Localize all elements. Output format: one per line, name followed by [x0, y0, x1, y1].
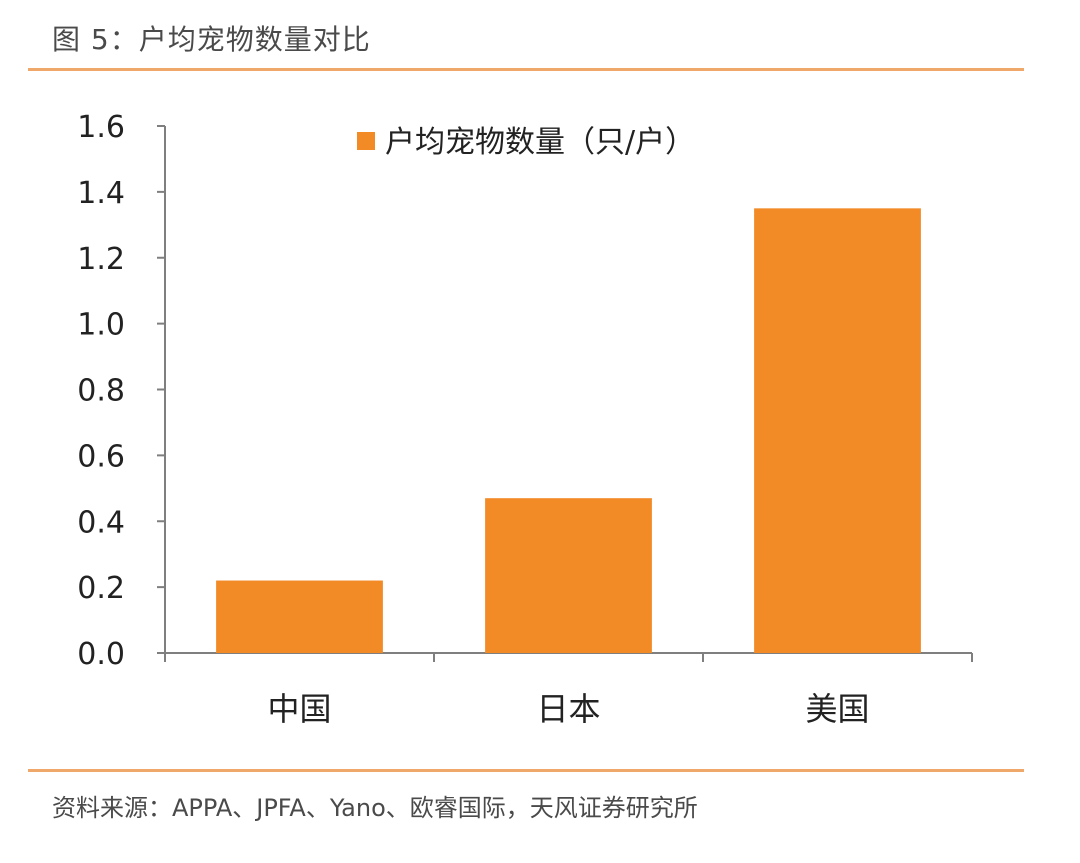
- figure-title: 图 5：户均宠物数量对比: [52, 23, 371, 56]
- legend: 户均宠物数量（只/户）: [357, 125, 695, 160]
- bar-日本: [485, 498, 652, 653]
- bar-美国: [754, 208, 921, 653]
- legend-label: 户均宠物数量（只/户）: [385, 125, 695, 160]
- y-tick-label: 0.8: [77, 374, 125, 409]
- y-tick-label: 0.0: [77, 637, 125, 672]
- y-tick-label: 0.6: [77, 439, 125, 474]
- source-note: 资料来源：APPA、JPFA、Yano、欧睿国际，天风证券研究所: [52, 794, 698, 822]
- x-category-label: 中国: [267, 690, 331, 728]
- y-tick-label: 1.0: [77, 308, 125, 343]
- x-axis: 中国 日本 美国: [164, 652, 973, 728]
- y-axis: 0.0 0.2 0.4 0.6 0.8 1.0 1.2 1.4 1.6: [77, 110, 166, 672]
- bottom-rule: [28, 769, 1024, 772]
- y-tick-label: 0.4: [77, 505, 125, 540]
- legend-swatch: [357, 132, 375, 150]
- y-tick-label: 1.6: [77, 110, 125, 145]
- x-category-label: 美国: [805, 690, 869, 728]
- y-tick-label: 1.4: [77, 176, 125, 211]
- y-tick-label: 0.2: [77, 571, 125, 606]
- y-tick-label: 1.2: [77, 242, 125, 277]
- top-rule: [28, 68, 1024, 71]
- x-category-label: 日本: [536, 690, 600, 728]
- bars: [216, 208, 921, 653]
- bar-中国: [216, 580, 383, 653]
- bar-chart: 0.0 0.2 0.4 0.6 0.8 1.0 1.2 1.4 1.6 中国 日本 美国 户均宠物数…: [77, 110, 973, 728]
